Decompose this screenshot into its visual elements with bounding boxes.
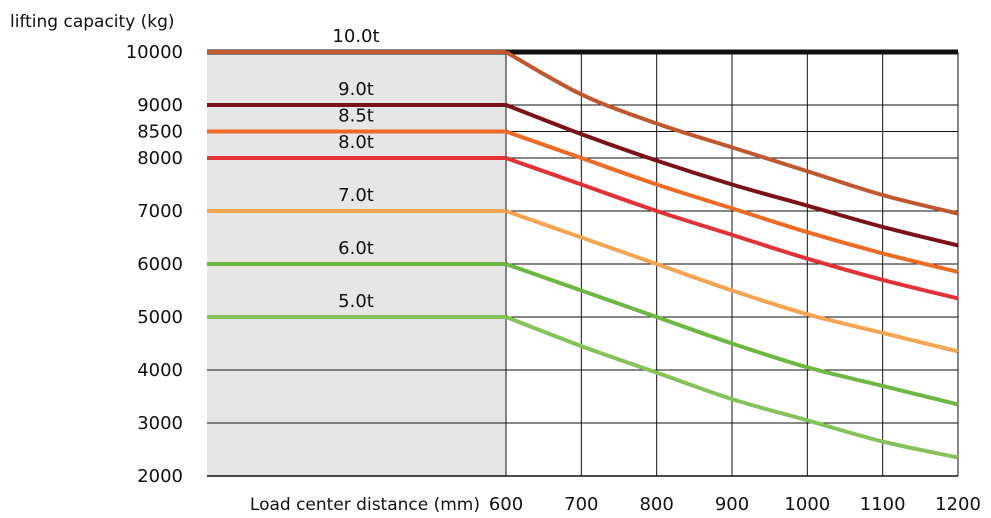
- series-curve-5.0t: [505, 315, 959, 460]
- series-label-7.0t: 7.0t: [338, 185, 374, 206]
- y-tick-label-8500: 8500: [137, 122, 183, 143]
- y-tick-label-2000: 2000: [137, 466, 183, 487]
- x-tick-label-900: 900: [715, 494, 749, 515]
- x-tick-label-600: 600: [489, 494, 523, 515]
- x-tick-label-700: 700: [564, 494, 598, 515]
- series-label-5.0t: 5.0t: [338, 291, 374, 312]
- series-label-9.0t: 9.0t: [338, 79, 374, 100]
- series-label-8.5t: 8.5t: [338, 106, 374, 127]
- y-tick-label-6000: 6000: [137, 254, 183, 275]
- x-tick-label-1100: 1100: [860, 494, 906, 515]
- series-curve-6.0t: [505, 262, 959, 407]
- x-tick-label-800: 800: [639, 494, 673, 515]
- y-tick-label-7000: 7000: [137, 201, 183, 222]
- series-curve-9.0t: [505, 103, 959, 248]
- x-tick-label-1000: 1000: [784, 494, 830, 515]
- y-tick-label-9000: 9000: [137, 95, 183, 116]
- x-axis-title: Load center distance (mm): [250, 495, 480, 515]
- y-tick-label-4000: 4000: [137, 360, 183, 381]
- y-tick-label-8000: 8000: [137, 148, 183, 169]
- y-tick-label-3000: 3000: [137, 413, 183, 434]
- x-tick-label-1200: 1200: [935, 494, 981, 515]
- series-curve-8.0t: [505, 156, 959, 301]
- series-label-10.0t: 10.0t: [332, 26, 379, 47]
- series-curve-10.0t: [505, 50, 959, 216]
- y-axis-title: lifting capacity (kg): [10, 12, 175, 32]
- series-label-6.0t: 6.0t: [338, 238, 374, 259]
- x-tick-labels: 600 700 800 900 1000 1100 1200: [489, 494, 981, 515]
- y-tick-labels: 2000 3000 4000 5000 6000 7000 8000 8500 9000 1000…: [126, 42, 183, 487]
- series-labels: 10.0t 9.0t 8.5t 8.0t 7.0t 6.0t 5.0t: [332, 26, 379, 312]
- y-tick-label-5000: 5000: [137, 307, 183, 328]
- y-tick-label-10000: 10000: [126, 42, 183, 63]
- series-curve-8.5t: [505, 129, 959, 274]
- series-curve-7.0t: [505, 209, 959, 354]
- series-label-8.0t: 8.0t: [338, 132, 374, 153]
- series-lines: [207, 50, 959, 460]
